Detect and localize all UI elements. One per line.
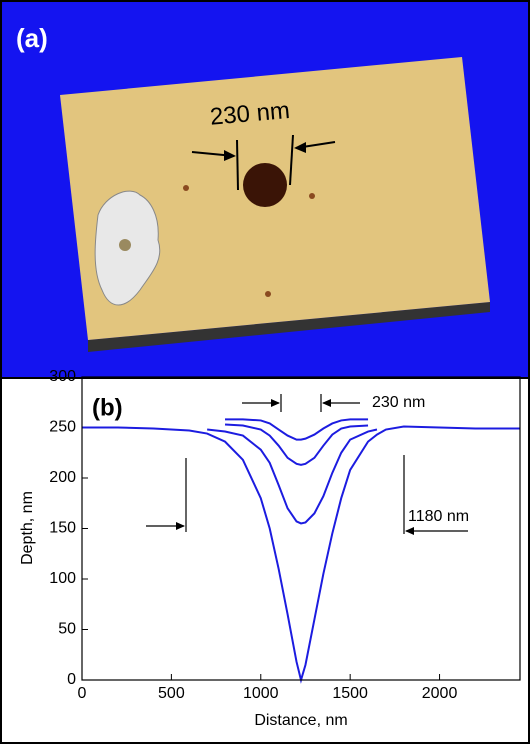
x-tick-label: 0 <box>78 685 87 702</box>
y-tick-label: 50 <box>58 621 76 638</box>
annotation: 230 nm <box>372 394 425 411</box>
dot <box>265 291 271 297</box>
panel-label: (a) <box>16 23 48 53</box>
y-tick-label: 100 <box>49 570 76 587</box>
page: 230 nm (a) 0 500 1000 1500 2000 0 50 100 150 200 2… <box>0 0 530 749</box>
pit <box>243 163 287 207</box>
y-tick-label: 150 <box>49 520 76 537</box>
y-tick-label: 300 <box>49 368 76 385</box>
panel-label: (b) <box>92 394 123 421</box>
figure: 230 nm (a) 0 500 1000 1500 2000 0 50 100 150 200 2… <box>0 0 530 744</box>
x-tick-label: 500 <box>158 685 185 702</box>
marker-line <box>237 140 238 190</box>
y-tick-label: 200 <box>49 469 76 486</box>
annotation: 1180 nm <box>408 508 469 525</box>
y-axis-label: Depth, nm <box>19 491 36 565</box>
y-tick-label: 0 <box>67 671 76 688</box>
x-tick-label: 1500 <box>332 685 368 702</box>
particle-hole <box>119 239 131 251</box>
y-tick-label: 250 <box>49 419 76 436</box>
dot <box>309 193 315 199</box>
x-axis-label: Distance, nm <box>254 712 347 729</box>
x-tick-label: 2000 <box>422 685 458 702</box>
dot <box>183 185 189 191</box>
x-tick-label: 1000 <box>243 685 279 702</box>
